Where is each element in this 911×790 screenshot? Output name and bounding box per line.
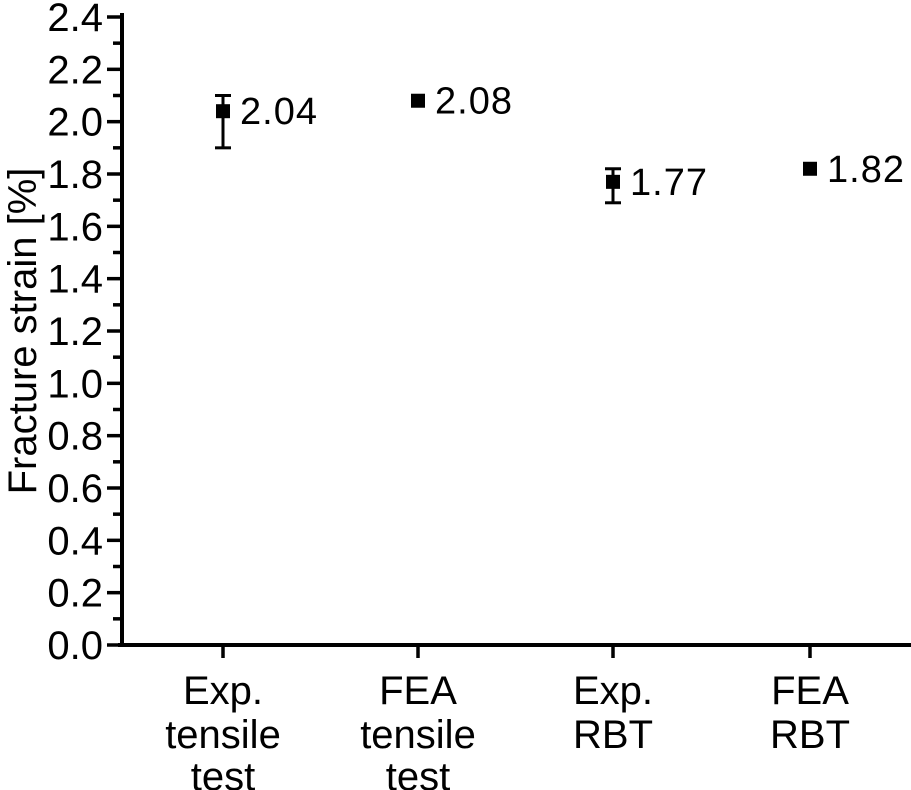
y-tick-label: 1.2	[47, 310, 103, 354]
data-point-marker	[606, 174, 620, 189]
x-category-label-line: tensile	[165, 713, 281, 757]
y-tick-label: 1.8	[47, 153, 103, 197]
x-category-label-line: RBT	[573, 713, 653, 757]
x-category-label-line: test	[191, 755, 255, 790]
y-tick-label: 2.4	[47, 0, 103, 40]
y-tick-label: 0.0	[47, 624, 103, 668]
x-category-label-line: RBT	[770, 713, 850, 757]
data-point-value-label: 1.82	[827, 149, 905, 191]
data-point-marker	[411, 93, 425, 108]
data-point-value-label: 2.08	[435, 81, 513, 123]
x-category-label-line: test	[386, 755, 450, 790]
y-axis-title: Fracture strain [%]	[1, 168, 45, 495]
x-category-label-line: FEA	[771, 669, 849, 713]
y-tick-label: 1.0	[47, 362, 103, 406]
y-tick-label: 1.4	[47, 258, 103, 302]
data-point-value-label: 2.04	[240, 91, 318, 133]
data-point-marker	[803, 161, 817, 176]
y-tick-label: 2.2	[47, 48, 103, 92]
x-category-label-line: Exp.	[573, 669, 653, 713]
y-tick-label: 0.8	[47, 415, 103, 459]
y-tick-label: 0.6	[47, 467, 103, 511]
y-tick-label: 2.0	[47, 101, 103, 145]
y-tick-label: 0.4	[47, 519, 103, 563]
x-category-label-line: FEA	[379, 669, 457, 713]
x-category-label-line: Exp.	[183, 669, 263, 713]
data-point-value-label: 1.77	[630, 162, 708, 204]
y-tick-label: 0.2	[47, 572, 103, 616]
data-point-marker	[216, 104, 230, 119]
x-category-label-line: tensile	[360, 713, 476, 757]
y-tick-label: 1.6	[47, 205, 103, 249]
